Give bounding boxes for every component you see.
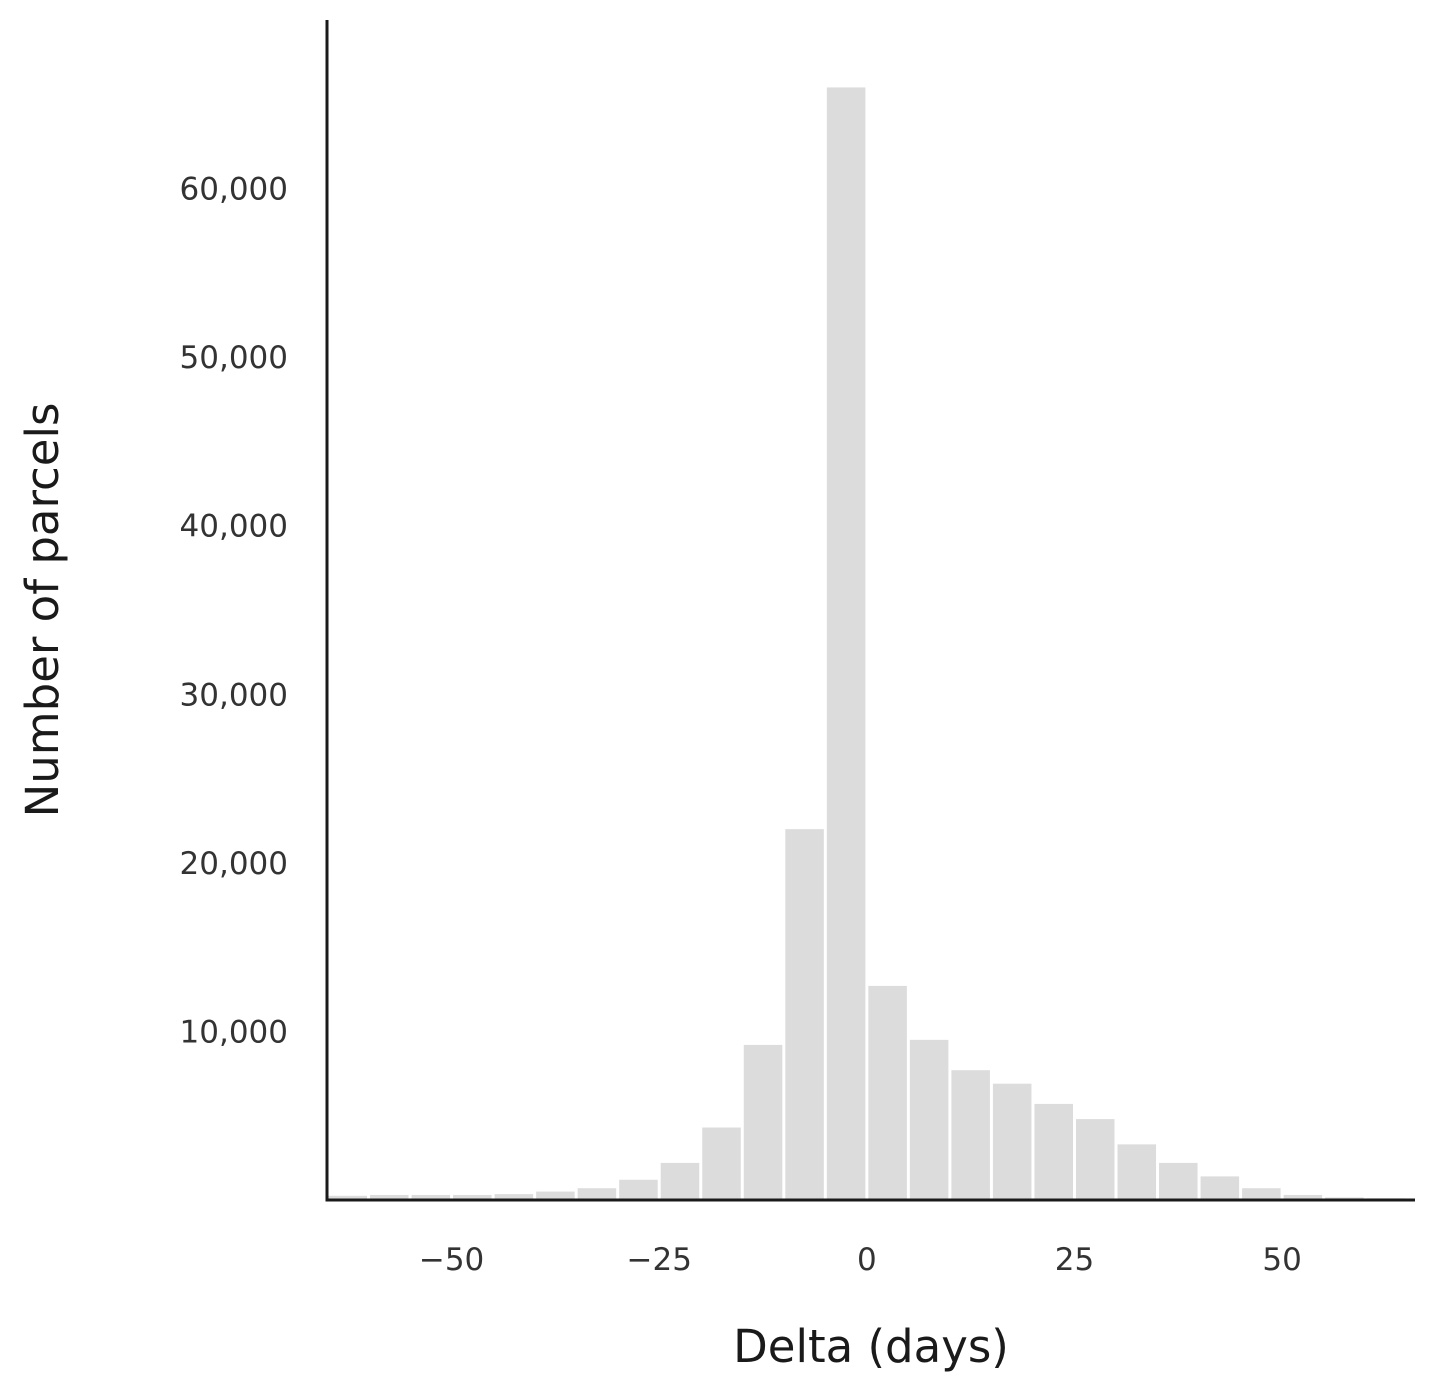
histogram-bar <box>826 87 866 1200</box>
x-tick-label: −50 <box>419 1242 484 1278</box>
y-tick-label: 60,000 <box>180 172 288 208</box>
histogram-bar <box>1159 1162 1198 1200</box>
histogram-bar <box>1117 1144 1157 1200</box>
x-tick-label: 0 <box>857 1242 877 1278</box>
histogram-bar <box>1242 1188 1281 1200</box>
y-tick-labels: 10,000 20,000 30,000 40,000 50,000 60,000 <box>180 172 288 1051</box>
axes-group <box>325 20 1415 1202</box>
histogram-bar <box>909 1039 949 1200</box>
histogram-bar <box>1283 1194 1323 1200</box>
y-tick-label: 10,000 <box>180 1014 288 1050</box>
y-tick-label: 50,000 <box>180 340 288 376</box>
y-tick-label: 20,000 <box>180 846 288 882</box>
histogram-bar <box>577 1188 617 1200</box>
histogram-bar <box>702 1127 741 1200</box>
histogram-bar <box>785 829 824 1200</box>
histogram-bar <box>411 1194 451 1200</box>
histogram-bar <box>1200 1176 1240 1200</box>
x-tick-label: −25 <box>627 1242 692 1278</box>
x-tick-label: 25 <box>1055 1242 1094 1278</box>
bars-group <box>328 87 1406 1200</box>
x-axis-title: Delta (days) <box>733 1320 1009 1373</box>
histogram-bar <box>660 1162 700 1200</box>
histogram-bar <box>536 1191 575 1200</box>
histogram-bar <box>494 1194 534 1200</box>
x-tick-label: 50 <box>1262 1242 1301 1278</box>
histogram-bar <box>1075 1119 1115 1200</box>
x-tick-labels: −50 −25 0 25 50 <box>419 1242 1302 1278</box>
histogram-bar <box>453 1194 492 1200</box>
histogram-bar <box>328 1195 368 1200</box>
histogram-bar <box>992 1083 1032 1200</box>
y-axis-title: Number of parcels <box>16 403 69 818</box>
histogram-bar <box>951 1070 990 1200</box>
y-tick-label: 30,000 <box>180 677 288 713</box>
histogram-bar <box>1034 1103 1073 1200</box>
histogram-bar <box>619 1179 658 1200</box>
histogram-bar <box>743 1044 783 1200</box>
y-tick-label: 40,000 <box>180 509 288 545</box>
histogram-bar <box>868 985 907 1200</box>
histogram-bar <box>370 1194 409 1200</box>
